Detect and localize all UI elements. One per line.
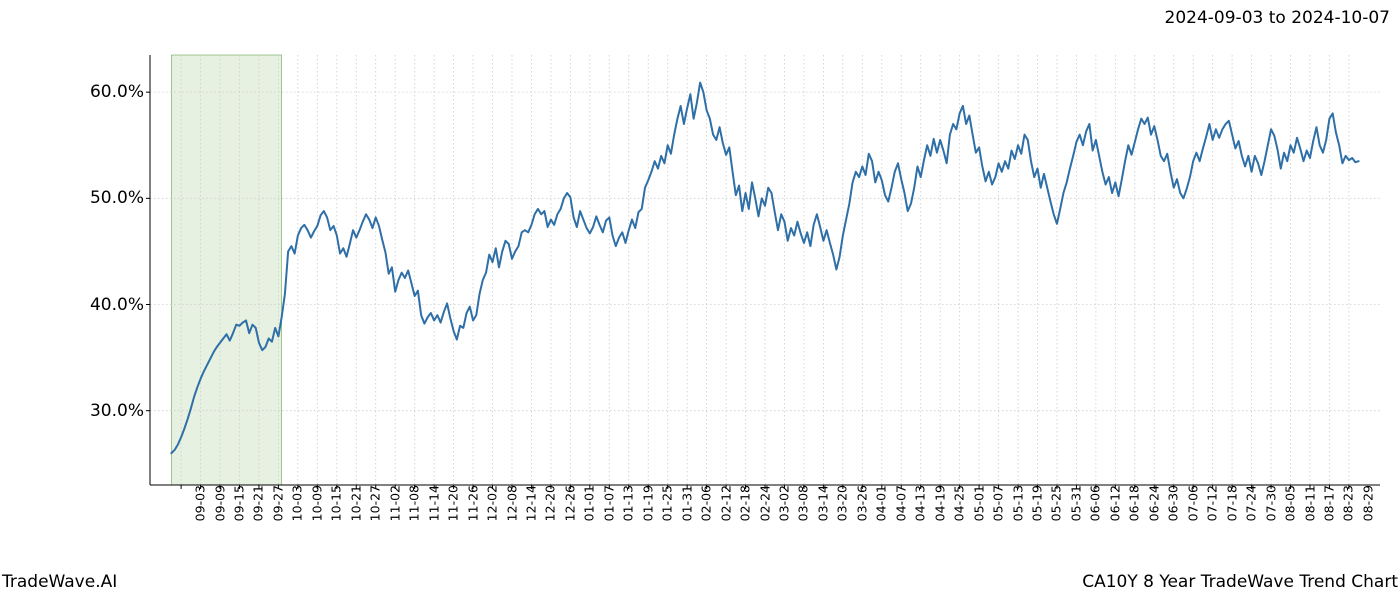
- x-tick-label: 06-18: [1125, 485, 1142, 521]
- x-tick-label: 07-06: [1183, 485, 1200, 521]
- x-tick-label: 04-01: [872, 485, 889, 521]
- x-tick-label: 01-13: [619, 485, 636, 521]
- x-tick-label: 12-08: [502, 485, 519, 521]
- x-tick-label: 09-09: [210, 485, 227, 521]
- x-tick-label: 01-07: [599, 485, 616, 521]
- x-tick-label: 12-26: [561, 485, 578, 521]
- x-tick-label: 02-12: [716, 485, 733, 521]
- x-tick-label: 09-21: [249, 485, 266, 521]
- trend-chart: 30.0%40.0%50.0%60.0%09-0309-0909-1509-21…: [150, 55, 1380, 485]
- x-tick-label: 02-18: [736, 485, 753, 521]
- x-tick-label: 09-03: [191, 485, 208, 521]
- x-tick-label: 11-20: [444, 485, 461, 521]
- date-range-label: 2024-09-03 to 2024-10-07: [1165, 8, 1390, 28]
- x-tick-label: 02-06: [697, 485, 714, 521]
- x-tick-label: 08-11: [1300, 485, 1317, 521]
- x-tick-label: 12-20: [541, 485, 558, 521]
- x-tick-label: 03-08: [794, 485, 811, 521]
- x-tick-label: 09-15: [230, 485, 247, 521]
- x-tick-label: 08-05: [1281, 485, 1298, 521]
- x-tick-label: 11-08: [405, 485, 422, 521]
- x-tick-label: 05-31: [1067, 485, 1084, 521]
- x-tick-label: 05-19: [1028, 485, 1045, 521]
- x-tick-label: 07-24: [1242, 485, 1259, 521]
- x-tick-label: 11-26: [463, 485, 480, 521]
- x-tick-label: 04-25: [950, 485, 967, 521]
- x-tick-label: 07-30: [1261, 485, 1278, 521]
- x-tick-label: 03-14: [814, 485, 831, 521]
- x-tick-label: 08-23: [1339, 485, 1356, 521]
- chart-frame: 2024-09-03 to 2024-10-07 TradeWave.AI CA…: [0, 0, 1400, 600]
- y-tick-label: 50.0%: [90, 188, 150, 208]
- x-tick-label: 06-30: [1164, 485, 1181, 521]
- x-tick-label: 09-27: [269, 485, 286, 521]
- x-tick-label: 05-01: [969, 485, 986, 521]
- x-tick-label: 03-20: [833, 485, 850, 521]
- x-tick-label: 04-07: [891, 485, 908, 521]
- x-tick-label: 04-13: [911, 485, 928, 521]
- brand-label: TradeWave.AI: [2, 572, 117, 592]
- x-tick-label: 03-02: [775, 485, 792, 521]
- x-tick-label: 01-01: [580, 485, 597, 521]
- y-tick-label: 30.0%: [90, 401, 150, 421]
- x-tick-label: 06-06: [1086, 485, 1103, 521]
- x-tick-label: 06-24: [1144, 485, 1161, 521]
- x-tick-label: 05-07: [989, 485, 1006, 521]
- x-tick-label: 11-14: [424, 485, 441, 521]
- x-tick-label: 11-02: [385, 485, 402, 521]
- x-tick-label: 07-18: [1222, 485, 1239, 521]
- x-tick-label: 05-13: [1008, 485, 1025, 521]
- x-tick-label: 02-24: [755, 485, 772, 521]
- x-tick-label: 04-19: [930, 485, 947, 521]
- x-tick-label: 10-15: [327, 485, 344, 521]
- x-tick-label: 10-27: [366, 485, 383, 521]
- x-tick-label: 10-09: [308, 485, 325, 521]
- x-tick-label: 06-12: [1106, 485, 1123, 521]
- x-tick-label: 12-14: [522, 485, 539, 521]
- x-tick-label: 01-25: [658, 485, 675, 521]
- x-tick-label: 01-19: [638, 485, 655, 521]
- x-tick-label: 12-02: [483, 485, 500, 521]
- x-tick-label: 03-26: [853, 485, 870, 521]
- x-tick-label: 05-25: [1047, 485, 1064, 521]
- chart-title: CA10Y 8 Year TradeWave Trend Chart: [1082, 572, 1398, 592]
- x-tick-label: 08-29: [1359, 485, 1376, 521]
- x-tick-label: 08-17: [1320, 485, 1337, 521]
- y-tick-label: 60.0%: [90, 82, 150, 102]
- y-tick-label: 40.0%: [90, 295, 150, 315]
- x-tick-label: 07-12: [1203, 485, 1220, 521]
- x-tick-label: 01-31: [677, 485, 694, 521]
- x-tick-label: 10-03: [288, 485, 305, 521]
- x-tick-label: 10-21: [346, 485, 363, 521]
